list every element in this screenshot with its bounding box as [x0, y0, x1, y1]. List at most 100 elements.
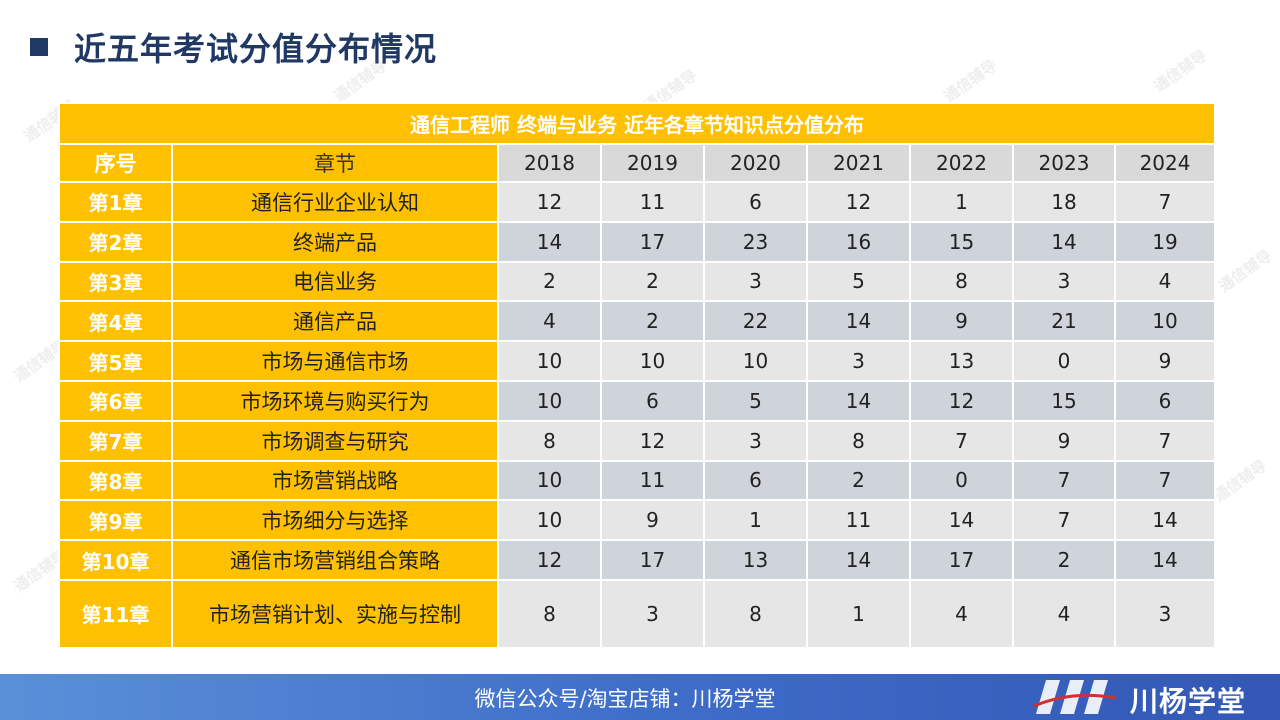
- chapter-name: 通信市场营销组合策略: [171, 539, 499, 581]
- score-cell: 14: [806, 379, 911, 422]
- score-cell: 15: [909, 220, 1014, 263]
- score-cell: 9: [600, 499, 705, 542]
- table-row: 第8章 市场营销战略 10 11 6 2 0 7 7: [58, 459, 1217, 502]
- score-cell: 4: [1012, 578, 1116, 649]
- score-cell: 14: [806, 539, 911, 581]
- score-cell: 6: [703, 459, 808, 502]
- slide-title-bar: 近五年考试分值分布情况: [30, 22, 437, 72]
- table-caption: 通信工程师 终端与业务 近年各章节知识点分值分布: [57, 102, 1217, 145]
- table-row: 第1章 通信行业企业认知 12 11 6 12 1 18 7: [58, 181, 1217, 223]
- header-year: 2023: [1012, 143, 1116, 183]
- chapter-name: 通信产品: [171, 300, 499, 343]
- table-row: 第5章 市场与通信市场 10 10 10 3 13 0 9: [58, 340, 1217, 382]
- score-cell: 12: [600, 419, 705, 462]
- score-cell: 9: [909, 300, 1014, 343]
- table-row: 第10章 通信市场营销组合策略 12 17 13 14 17 2 14: [58, 539, 1217, 581]
- score-cell: 14: [909, 499, 1014, 542]
- chapter-number: 第8章: [58, 459, 173, 502]
- table-row: 第2章 终端产品 14 17 23 16 15 14 19: [58, 220, 1217, 263]
- score-cell: 14: [1113, 539, 1217, 581]
- score-cell: 4: [497, 300, 602, 343]
- score-cell: 16: [806, 220, 911, 263]
- chapter-name: 电信业务: [171, 260, 499, 303]
- score-cell: 10: [600, 340, 705, 382]
- score-cell: 3: [703, 419, 808, 462]
- chapter-number: 第10章: [58, 539, 173, 581]
- score-cell: 10: [703, 340, 808, 382]
- score-cell: 2: [497, 260, 602, 303]
- score-cell: 8: [909, 260, 1014, 303]
- score-cell: 1: [909, 181, 1014, 223]
- logo-mark-icon: [1033, 680, 1117, 714]
- score-cell: 13: [703, 539, 808, 581]
- chapter-number: 第1章: [58, 181, 173, 223]
- header-year: 2022: [909, 143, 1014, 183]
- score-cell: 21: [1012, 300, 1116, 343]
- chapter-name: 市场营销战略: [171, 459, 499, 502]
- score-cell: 1: [806, 578, 911, 649]
- table-row: 第3章 电信业务 2 2 3 5 8 3 4: [58, 260, 1217, 303]
- score-cell: 14: [1113, 499, 1217, 542]
- score-cell: 8: [497, 578, 602, 649]
- watermark: 通信辅导: [940, 56, 1001, 106]
- score-cell: 3: [1113, 578, 1217, 649]
- score-cell: 19: [1113, 220, 1217, 263]
- score-cell: 8: [703, 578, 808, 649]
- score-cell: 11: [600, 181, 705, 223]
- table-row: 第9章 市场细分与选择 10 9 1 11 14 7 14: [58, 499, 1217, 542]
- score-cell: 4: [909, 578, 1014, 649]
- watermark: 通信辅导: [1215, 246, 1276, 296]
- chapter-name: 市场调查与研究: [171, 419, 499, 462]
- score-cell: 17: [909, 539, 1014, 581]
- score-cell: 12: [497, 181, 602, 223]
- score-cell: 3: [600, 578, 705, 649]
- header-year: 2018: [497, 143, 602, 183]
- score-cell: 0: [1012, 340, 1116, 382]
- score-cell: 1: [703, 499, 808, 542]
- score-cell: 15: [1012, 379, 1116, 422]
- chapter-name: 终端产品: [171, 220, 499, 263]
- table-row: 第6章 市场环境与购买行为 10 6 5 14 12 15 6: [58, 379, 1217, 422]
- score-cell: 10: [1113, 300, 1217, 343]
- chapter-number: 第9章: [58, 499, 173, 542]
- slide-title: 近五年考试分值分布情况: [74, 30, 438, 68]
- score-cell: 14: [1012, 220, 1116, 263]
- header-year: 2019: [600, 143, 705, 183]
- chapter-name: 市场营销计划、实施与控制: [171, 578, 499, 649]
- watermark: 通信辅导: [1210, 456, 1271, 506]
- score-cell: 5: [703, 379, 808, 422]
- chapter-name: 市场与通信市场: [171, 340, 499, 382]
- score-cell: 0: [909, 459, 1014, 502]
- score-cell: 18: [1012, 181, 1116, 223]
- score-cell: 7: [1113, 181, 1217, 223]
- score-distribution-table: 通信工程师 终端与业务 近年各章节知识点分值分布 序号 章节 2018 2019…: [57, 102, 1217, 649]
- header-year: 2024: [1113, 143, 1217, 183]
- table-header-row: 序号 章节 2018 2019 2020 2021 2022 2023 2024: [58, 143, 1217, 183]
- title-bullet-square: [30, 38, 48, 56]
- score-cell: 7: [1113, 459, 1217, 502]
- chapter-number: 第3章: [58, 260, 173, 303]
- score-cell: 6: [600, 379, 705, 422]
- chapter-number: 第7章: [58, 419, 173, 462]
- score-cell: 12: [806, 181, 911, 223]
- score-cell: 8: [806, 419, 911, 462]
- score-cell: 14: [806, 300, 911, 343]
- score-cell: 7: [1012, 499, 1116, 542]
- score-cell: 4: [1113, 260, 1217, 303]
- score-cell: 7: [909, 419, 1014, 462]
- score-cell: 11: [600, 459, 705, 502]
- score-cell: 10: [497, 340, 602, 382]
- score-cell: 2: [600, 300, 705, 343]
- chapter-name: 市场环境与购买行为: [171, 379, 499, 422]
- chapter-name: 通信行业企业认知: [171, 181, 499, 223]
- score-cell: 2: [1012, 539, 1116, 581]
- chapter-number: 第11章: [58, 578, 173, 649]
- header-year: 2020: [703, 143, 808, 183]
- score-cell: 13: [909, 340, 1014, 382]
- watermark: 通信辅导: [1150, 46, 1211, 96]
- header-no: 序号: [58, 143, 173, 183]
- chapter-number: 第6章: [58, 379, 173, 422]
- score-cell: 9: [1113, 340, 1217, 382]
- score-cell: 6: [703, 181, 808, 223]
- header-chapter: 章节: [171, 143, 499, 183]
